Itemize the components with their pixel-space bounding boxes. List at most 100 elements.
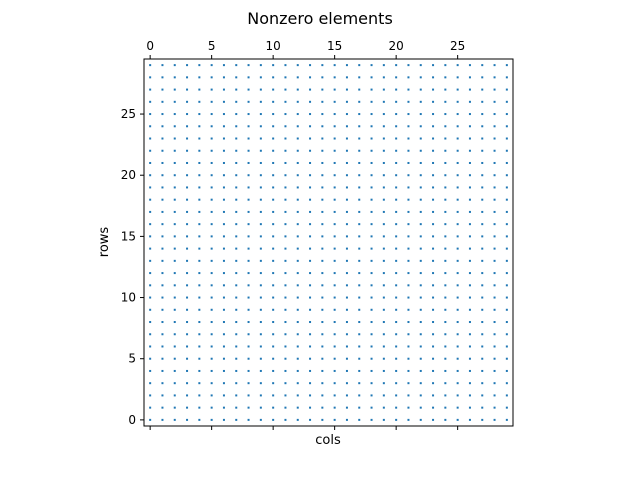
- point-r7-c18: [370, 333, 373, 336]
- point-r18-c8: [247, 198, 250, 201]
- point-r0-c21: [407, 418, 410, 421]
- point-r29-c5: [210, 64, 213, 67]
- point-r8-c6: [222, 321, 225, 324]
- point-r23-c12: [296, 137, 299, 140]
- point-r24-c22: [419, 125, 422, 128]
- point-r26-c0: [149, 100, 152, 103]
- point-r14-c20: [395, 247, 398, 250]
- point-r21-c23: [432, 161, 435, 164]
- point-r5-c6: [222, 357, 225, 360]
- point-r18-c23: [432, 198, 435, 201]
- point-r2-c3: [186, 394, 189, 397]
- point-r7-c25: [456, 333, 459, 336]
- point-r9-c3: [186, 308, 189, 311]
- point-r29-c29: [505, 64, 508, 67]
- point-r13-c24: [444, 259, 447, 262]
- y-axis-label: rows: [97, 227, 112, 258]
- point-r8-c3: [186, 321, 189, 324]
- point-r13-c25: [456, 259, 459, 262]
- point-r2-c0: [149, 394, 152, 397]
- point-r28-c2: [173, 76, 176, 79]
- point-r1-c2: [173, 406, 176, 409]
- point-r11-c7: [235, 284, 238, 287]
- point-r20-c2: [173, 174, 176, 177]
- point-r27-c5: [210, 88, 213, 91]
- point-r23-c5: [210, 137, 213, 140]
- point-r21-c4: [198, 161, 201, 164]
- point-r4-c4: [198, 369, 201, 372]
- point-r24-c26: [468, 125, 471, 128]
- point-r8-c26: [468, 321, 471, 324]
- point-r9-c14: [321, 308, 324, 311]
- point-r6-c26: [468, 345, 471, 348]
- point-r19-c2: [173, 186, 176, 189]
- point-r12-c27: [481, 272, 484, 275]
- point-r13-c3: [186, 259, 189, 262]
- point-r21-c10: [272, 161, 275, 164]
- point-r12-c29: [505, 272, 508, 275]
- point-r1-c5: [210, 406, 213, 409]
- point-r10-c25: [456, 296, 459, 299]
- point-r1-c21: [407, 406, 410, 409]
- point-r23-c22: [419, 137, 422, 140]
- point-r11-c4: [198, 284, 201, 287]
- point-r18-c11: [284, 198, 287, 201]
- point-r16-c4: [198, 223, 201, 226]
- point-r11-c13: [309, 284, 312, 287]
- point-r14-c22: [419, 247, 422, 250]
- x-tick-label-10: 10: [266, 39, 281, 53]
- point-r3-c16: [345, 382, 348, 385]
- point-r20-c28: [493, 174, 496, 177]
- point-r2-c14: [321, 394, 324, 397]
- point-r5-c23: [432, 357, 435, 360]
- point-r13-c18: [370, 259, 373, 262]
- point-r5-c5: [210, 357, 213, 360]
- point-r7-c28: [493, 333, 496, 336]
- point-r13-c28: [493, 259, 496, 262]
- point-r19-c1: [161, 186, 164, 189]
- point-r21-c18: [370, 161, 373, 164]
- point-r19-c22: [419, 186, 422, 189]
- point-r19-c13: [309, 186, 312, 189]
- point-r2-c19: [382, 394, 385, 397]
- point-r26-c25: [456, 100, 459, 103]
- point-r24-c29: [505, 125, 508, 128]
- point-r26-c7: [235, 100, 238, 103]
- point-r3-c1: [161, 382, 164, 385]
- point-r9-c9: [259, 308, 262, 311]
- point-r11-c22: [419, 284, 422, 287]
- point-r12-c16: [345, 272, 348, 275]
- point-r25-c23: [432, 113, 435, 116]
- point-r28-c24: [444, 76, 447, 79]
- point-r25-c0: [149, 113, 152, 116]
- point-r29-c13: [309, 64, 312, 67]
- point-r17-c16: [345, 210, 348, 213]
- point-r23-c11: [284, 137, 287, 140]
- point-r20-c3: [186, 174, 189, 177]
- point-r3-c0: [149, 382, 152, 385]
- point-r23-c16: [345, 137, 348, 140]
- point-r12-c25: [456, 272, 459, 275]
- point-r15-c8: [247, 235, 250, 238]
- point-r10-c14: [321, 296, 324, 299]
- point-r6-c7: [235, 345, 238, 348]
- point-r29-c10: [272, 64, 275, 67]
- point-r22-c17: [358, 149, 361, 152]
- point-r0-c22: [419, 418, 422, 421]
- point-r10-c4: [198, 296, 201, 299]
- point-r17-c22: [419, 210, 422, 213]
- point-r13-c12: [296, 259, 299, 262]
- point-r16-c7: [235, 223, 238, 226]
- point-r6-c22: [419, 345, 422, 348]
- point-r16-c18: [370, 223, 373, 226]
- point-r14-c12: [296, 247, 299, 250]
- point-r21-c25: [456, 161, 459, 164]
- point-r10-c23: [432, 296, 435, 299]
- point-r4-c15: [333, 369, 336, 372]
- point-r7-c14: [321, 333, 324, 336]
- point-r27-c21: [407, 88, 410, 91]
- point-r1-c19: [382, 406, 385, 409]
- point-r3-c3: [186, 382, 189, 385]
- point-r27-c0: [149, 88, 152, 91]
- point-r22-c6: [222, 149, 225, 152]
